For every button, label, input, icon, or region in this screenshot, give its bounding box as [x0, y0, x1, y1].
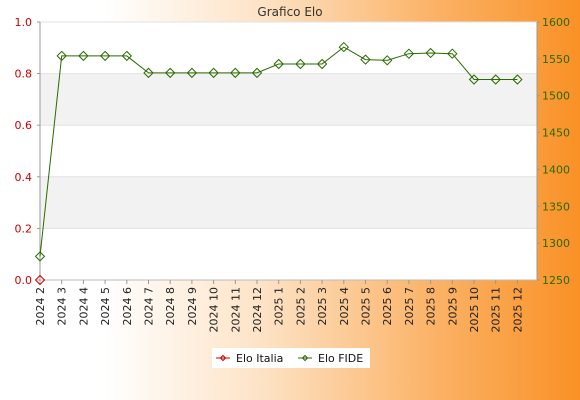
legend-label-elo-fide: Elo FIDE	[318, 352, 363, 365]
data-point-elo-fide	[273, 58, 284, 70]
x-axis-tick-label: 2025 10	[468, 287, 481, 333]
x-axis-tick-label: 2025 6	[381, 287, 394, 326]
plot-area	[40, 22, 537, 280]
right-axis-tick-label: 1400	[542, 163, 570, 176]
legend-box	[212, 348, 370, 368]
x-axis-tick-label: 2024 12	[251, 287, 264, 333]
x-axis-tick-label: 2024 9	[186, 287, 199, 326]
left-axis-tick-label: 0.2	[15, 222, 33, 235]
series-line-elo-fide	[39, 46, 518, 257]
legend-marker-elo-italia	[219, 354, 227, 362]
x-axis-tick-label: 2024 3	[56, 287, 69, 326]
x-axis-tick-label: 2024 5	[99, 287, 112, 326]
right-axis-tick-label: 1500	[542, 90, 570, 103]
x-axis-tick-label: 2025 8	[425, 287, 438, 326]
data-point-elo-fide	[468, 74, 480, 85]
grid-band	[40, 73, 537, 126]
data-point-elo-fide	[447, 48, 458, 59]
data-point-elo-fide	[295, 58, 306, 70]
x-axis-tick-label: 2025 5	[360, 287, 373, 326]
x-axis-tick-label: 2025 4	[338, 287, 351, 326]
data-point-elo-fide	[338, 41, 350, 53]
x-axis-tick-label: 2025 11	[490, 287, 503, 333]
right-axis-tick-label: 1250	[542, 274, 570, 287]
data-point-elo-fide	[316, 58, 328, 70]
series-elo-fide	[34, 41, 523, 262]
data-point-elo-fide	[78, 50, 89, 62]
data-point-elo-fide	[425, 47, 436, 59]
x-axis-tick-label: 2024 8	[164, 287, 177, 326]
left-axis-tick-label: 0.4	[15, 171, 33, 184]
right-axis-tick-label: 1550	[542, 53, 570, 66]
right-axis-tick-label: 1300	[542, 237, 570, 250]
data-point-elo-fide	[143, 67, 154, 79]
x-axis-tick-label: 2025 9	[446, 287, 459, 326]
data-point-elo-italia	[34, 274, 46, 286]
data-point-elo-fide	[186, 67, 198, 79]
left-axis-tick-label: 1.0	[15, 16, 33, 29]
data-point-elo-fide	[208, 67, 219, 79]
x-axis-tick-label: 2024 2	[34, 287, 47, 326]
x-axis-tick-label: 2025 12	[511, 287, 524, 333]
legend-marker-elo-fide	[301, 354, 309, 362]
data-point-elo-fide	[56, 50, 67, 62]
data-point-elo-fide	[230, 67, 241, 79]
data-point-elo-fide	[490, 74, 501, 85]
data-point-elo-fide	[164, 67, 176, 79]
legend: Elo Italia Elo FIDE	[212, 348, 370, 368]
x-axis-tick-label: 2024 6	[121, 287, 134, 326]
right-axis-tick-label: 1600	[542, 16, 570, 29]
x-axis-tick-label: 2024 10	[208, 287, 221, 333]
left-axis-tick-label: 0.0	[15, 274, 33, 287]
data-point-elo-fide	[403, 48, 415, 59]
left-axis-tick-label: 0.8	[15, 68, 33, 81]
x-axis-tick-label: 2024 4	[77, 287, 90, 326]
grid-band	[40, 176, 537, 229]
x-axis-tick-label: 2025 1	[273, 287, 286, 326]
data-point-elo-fide	[99, 50, 111, 62]
x-axis-tick-label: 2024 11	[229, 287, 242, 333]
x-axis-tick-label: 2025 3	[316, 287, 329, 326]
data-point-elo-fide	[360, 54, 371, 65]
series-elo-italia	[34, 274, 46, 286]
x-axis-tick-label: 2024 7	[143, 287, 156, 326]
x-axis-tick-label: 2025 7	[403, 287, 416, 326]
data-point-elo-fide	[121, 50, 133, 62]
data-point-elo-fide	[512, 74, 523, 85]
data-point-elo-fide	[381, 55, 393, 66]
right-axis-tick-label: 1450	[542, 127, 570, 140]
x-axis-tick-label: 2025 2	[294, 287, 307, 326]
chart-title: Grafico Elo	[257, 5, 322, 19]
data-point-elo-fide	[34, 251, 46, 262]
data-point-elo-fide	[251, 67, 263, 79]
legend-label-elo-italia: Elo Italia	[236, 352, 283, 365]
right-axis-tick-label: 1350	[542, 200, 570, 213]
left-axis-tick-label: 0.6	[15, 119, 33, 132]
